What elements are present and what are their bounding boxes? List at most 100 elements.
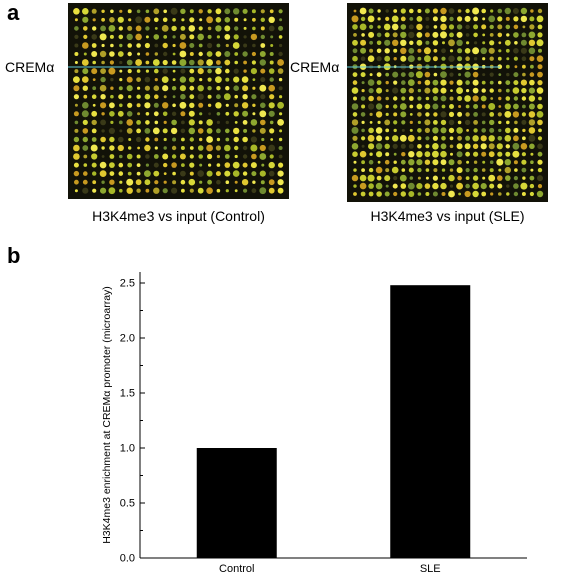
array-spot: [74, 34, 79, 39]
array-spot: [232, 161, 240, 169]
array-spot: [180, 8, 186, 14]
array-spot: [472, 63, 479, 70]
array-spot: [407, 79, 415, 86]
array-spot: [528, 119, 536, 126]
array-spot: [498, 120, 502, 125]
array-spot: [225, 180, 230, 184]
array-spot: [464, 190, 471, 198]
array-spot: [171, 111, 177, 117]
array-spot: [473, 32, 478, 38]
array-spot: [279, 43, 283, 48]
array-spot: [189, 171, 194, 176]
array-spot: [456, 87, 463, 94]
array-spot: [179, 153, 186, 160]
array-spot: [82, 16, 89, 23]
array-spot: [180, 26, 186, 31]
array-spot: [432, 56, 438, 62]
array-spot: [145, 137, 150, 142]
array-spot: [82, 145, 89, 151]
array-spot: [198, 9, 203, 14]
array-spot: [163, 51, 168, 57]
array-spot: [128, 138, 132, 141]
array-spot: [136, 9, 141, 14]
array-spot: [152, 127, 160, 135]
array-spot: [465, 176, 470, 181]
array-spot: [449, 168, 454, 172]
array-spot: [504, 135, 512, 142]
array-spot: [197, 33, 204, 41]
array-spot: [529, 24, 535, 30]
array-spot: [441, 192, 446, 196]
array-spot: [441, 136, 446, 141]
array-spot: [144, 16, 151, 23]
array-spot: [127, 51, 132, 57]
array-spot: [137, 52, 141, 56]
array-spot: [126, 128, 133, 134]
array-spot: [163, 180, 167, 184]
array-spot: [424, 79, 431, 86]
array-spot: [489, 80, 494, 85]
array-spot: [207, 179, 213, 185]
array-spot: [100, 136, 106, 143]
array-spot: [260, 94, 266, 100]
array-spot: [367, 79, 375, 86]
array-spot: [359, 63, 367, 70]
array-spot: [118, 94, 124, 100]
array-spot: [432, 87, 439, 94]
array-spot: [189, 17, 195, 23]
array-spot: [417, 88, 422, 93]
array-spot: [171, 119, 177, 126]
array-spot: [424, 151, 431, 158]
array-spot: [417, 167, 422, 173]
array-spot: [162, 128, 168, 134]
array-spot: [537, 159, 543, 165]
array-spot: [109, 34, 114, 39]
array-spot: [252, 129, 256, 133]
array-spot: [457, 135, 462, 141]
array-spot: [224, 170, 231, 177]
array-spot: [512, 8, 519, 14]
array-spot: [465, 8, 470, 14]
array-spot: [481, 151, 487, 157]
array-spot: [441, 48, 446, 54]
array-spot: [215, 51, 222, 57]
array-spot: [465, 104, 470, 109]
array-spot: [359, 23, 367, 31]
array-spot: [206, 119, 213, 126]
array-spot: [224, 17, 231, 23]
array-spot: [361, 128, 365, 133]
array-spot: [101, 43, 105, 48]
array-spot: [119, 43, 123, 48]
array-spot: [537, 8, 543, 14]
array-spot: [206, 128, 213, 134]
array-spot: [456, 182, 463, 190]
array-spot: [384, 39, 391, 46]
array-spot: [425, 168, 430, 172]
array-spot: [117, 144, 124, 152]
array-spot: [83, 52, 87, 56]
array-spot: [260, 9, 265, 14]
array-spot: [457, 159, 462, 165]
array-spot: [172, 52, 176, 56]
array-spot: [216, 154, 220, 159]
array-spot: [360, 56, 366, 61]
array-spot: [392, 71, 399, 78]
array-spot: [234, 52, 239, 56]
array-spot: [375, 166, 383, 174]
array-spot: [489, 168, 494, 173]
array-spot: [100, 102, 107, 109]
array-spot: [189, 85, 195, 91]
array-spot: [199, 137, 203, 142]
array-spot: [368, 88, 374, 94]
array-spot: [522, 25, 526, 29]
array-spot: [82, 119, 88, 125]
array-spot: [188, 25, 196, 32]
array-spot: [409, 120, 413, 124]
array-spot: [268, 102, 275, 109]
array-spot: [400, 63, 407, 70]
array-spot: [136, 128, 141, 134]
array-spot: [119, 129, 123, 133]
array-spot: [269, 128, 275, 134]
array-spot: [376, 191, 382, 197]
array-spot: [243, 35, 247, 39]
